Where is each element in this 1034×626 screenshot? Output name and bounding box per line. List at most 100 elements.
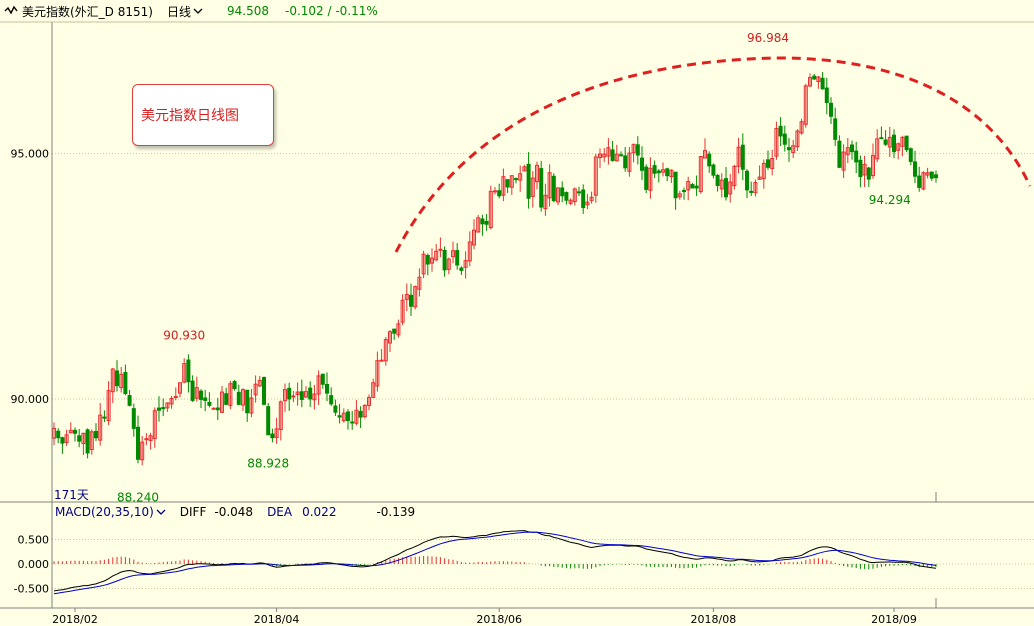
candle-body — [728, 181, 733, 195]
candle-body — [673, 171, 678, 199]
candle-body — [430, 257, 434, 264]
candle-body — [144, 438, 149, 441]
candle-body — [871, 155, 875, 177]
macd-label[interactable]: MACD(20,35,10) — [55, 505, 154, 519]
candle-body — [782, 133, 787, 145]
dea-line — [53, 531, 937, 595]
candle-body — [463, 260, 468, 268]
candle-body — [476, 217, 481, 233]
candle-body — [749, 190, 754, 193]
chevron-down-icon[interactable] — [156, 508, 166, 516]
candle-body — [858, 159, 863, 178]
candle-body — [98, 414, 103, 441]
annotation-textbox[interactable]: 美元指数日线图 — [132, 84, 274, 146]
candle-body — [560, 187, 565, 197]
candle-body — [64, 434, 69, 443]
candle-body — [627, 152, 632, 172]
candle-body — [778, 125, 783, 137]
candle-body — [917, 175, 922, 188]
candle-body — [421, 253, 426, 275]
candle-body — [640, 157, 644, 171]
candle-body — [564, 192, 569, 201]
x-tick-label: 2018/06 — [476, 613, 522, 626]
diff-value: -0.048 — [214, 505, 254, 519]
candle-body — [77, 435, 82, 442]
candle-body — [257, 379, 262, 387]
candle-body — [547, 172, 552, 199]
candle-body — [270, 433, 275, 439]
y-tick-label: 95.000 — [11, 148, 50, 161]
instrument-title[interactable]: 美元指数(外汇_D 8151) — [22, 4, 153, 19]
x-tick-label: 2018/02 — [52, 613, 98, 626]
candle-body — [291, 395, 296, 398]
candle-body — [157, 407, 161, 411]
candle-body — [299, 391, 304, 400]
candle-body — [837, 140, 842, 168]
candle-body — [631, 143, 636, 154]
candle-body — [383, 339, 388, 362]
candle-body — [102, 416, 107, 419]
price-labels: 96.984 94.294 90.930 88.928 88.240 — [117, 31, 911, 504]
candle-body — [900, 136, 905, 147]
candle-body — [505, 179, 510, 188]
candle-body — [320, 373, 325, 385]
candle-body — [455, 250, 460, 266]
last-price: 94.508 — [226, 4, 269, 18]
candle-body — [736, 146, 741, 167]
candle-body — [551, 175, 556, 202]
candle-body — [283, 389, 287, 402]
candle-body — [274, 428, 279, 438]
chart-type-icon[interactable] — [0, 0, 22, 22]
candle-body — [333, 405, 338, 413]
candle-body — [774, 128, 779, 157]
candle-body — [493, 190, 497, 193]
candle-body — [766, 159, 770, 168]
candle-body — [442, 250, 447, 271]
candle-body — [795, 130, 800, 148]
candle-body — [887, 136, 892, 148]
candle-body — [610, 149, 615, 161]
dea-label: DEA — [267, 505, 293, 519]
candle-body — [194, 387, 199, 399]
candle-body — [644, 166, 649, 190]
candle-body — [497, 190, 502, 197]
candlestick-series — [52, 72, 938, 466]
candle-body — [480, 218, 485, 225]
candle-body — [425, 255, 430, 265]
grid-lines — [52, 153, 1034, 589]
candle-body — [60, 437, 65, 444]
candle-body — [438, 248, 443, 251]
period-selector[interactable]: 日线 — [167, 3, 203, 20]
price-annotation: 88.928 — [247, 457, 289, 471]
candle-body — [140, 441, 145, 461]
candle-body — [518, 173, 523, 181]
candle-body — [715, 174, 720, 186]
price-annotation: 94.294 — [869, 193, 911, 207]
candle-body — [404, 293, 409, 300]
candle-body — [115, 370, 119, 387]
candle-body — [341, 412, 346, 422]
candle-body — [253, 383, 258, 396]
candle-body — [396, 323, 401, 336]
candle-body — [165, 402, 170, 409]
candle-body — [829, 102, 833, 117]
candle-body — [203, 397, 208, 401]
candle-body — [409, 294, 413, 307]
candle-body — [707, 153, 712, 167]
axes: 90.000 95.000 0.500 0.000 -0.500 2018/02 2018/… — [0, 21, 1034, 626]
candle-body — [186, 359, 191, 383]
candle-body — [703, 150, 707, 159]
candle-body — [169, 397, 174, 405]
candle-body — [173, 395, 178, 398]
candle-body — [925, 172, 930, 176]
candle-body — [929, 171, 934, 179]
candle-body — [199, 390, 203, 400]
macd-panel — [53, 530, 937, 595]
candle-body — [556, 187, 560, 203]
candle-body — [589, 196, 594, 201]
candle-body — [367, 396, 371, 406]
macd-value: -0.139 — [376, 505, 416, 519]
candle-body — [136, 426, 140, 460]
candle-body — [619, 154, 623, 157]
candle-body — [740, 144, 745, 170]
